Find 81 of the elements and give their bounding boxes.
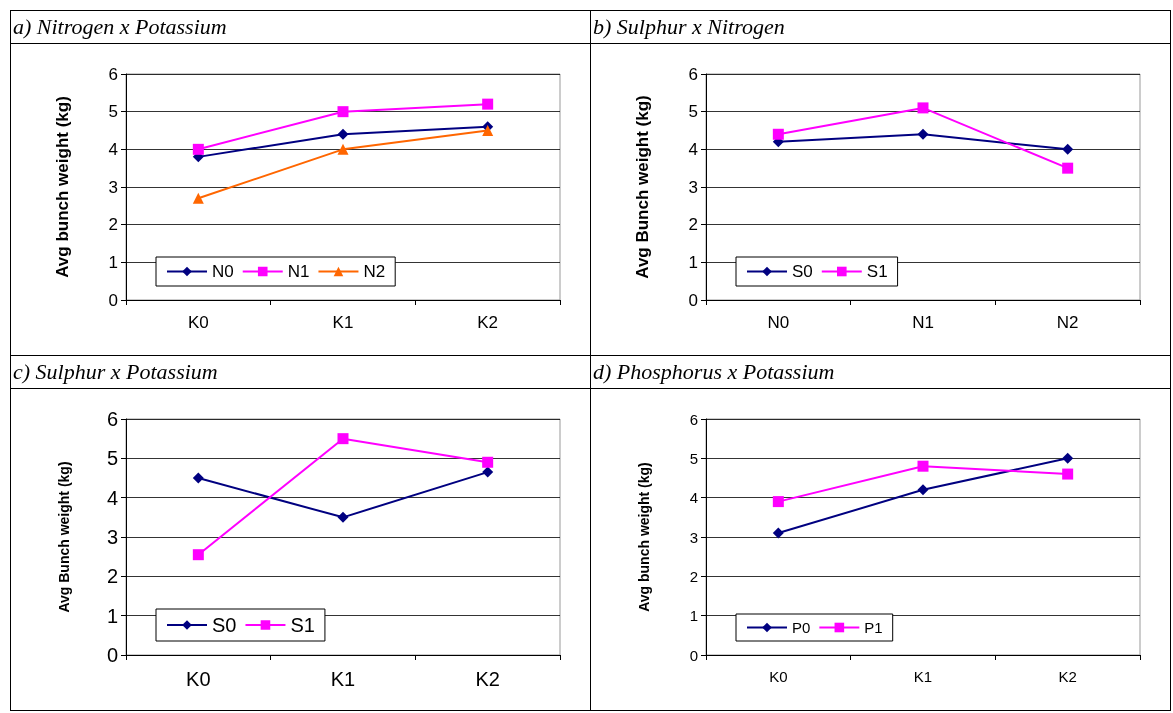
y-axis-title: Avg bunch weight (kg) xyxy=(636,462,652,612)
point xyxy=(337,106,349,118)
x-tick-label: K0 xyxy=(769,668,788,685)
x-tick-label: K0 xyxy=(186,668,211,690)
y-tick-label: 1 xyxy=(688,252,698,272)
x-tick-label: N1 xyxy=(912,313,934,332)
x-tick-label: N2 xyxy=(1056,313,1079,332)
y-tick-label: 1 xyxy=(689,607,698,625)
y-tick-label: 5 xyxy=(688,102,698,122)
y-tick-label: 1 xyxy=(106,604,118,627)
point xyxy=(1062,143,1074,155)
y-tick-label: 5 xyxy=(689,449,698,467)
legend-label: P1 xyxy=(864,619,883,636)
y-tick-label: 5 xyxy=(106,447,118,470)
legend-label: N0 xyxy=(212,262,234,281)
y-axis-title: Avg Bunch weight (kg) xyxy=(633,95,652,279)
x-tick-label: K2 xyxy=(475,668,500,690)
chart-title: a) Nitrogen x Potassium xyxy=(11,11,590,44)
point xyxy=(192,549,204,561)
legend-label: N1 xyxy=(287,262,310,281)
legend-label: S1 xyxy=(866,262,888,281)
y-tick-label: 0 xyxy=(108,290,118,310)
legend-label: S0 xyxy=(212,614,237,636)
y-tick-label: 0 xyxy=(106,644,118,666)
point xyxy=(192,192,204,204)
y-tick-label: 2 xyxy=(108,215,118,235)
chart-title: d) Phosphorus x Potassium xyxy=(591,356,1170,389)
point xyxy=(337,433,349,445)
point xyxy=(772,496,784,508)
y-tick-label: 4 xyxy=(108,139,118,159)
y-tick-label: 4 xyxy=(689,489,698,507)
x-tick-label: K1 xyxy=(330,668,356,690)
y-tick-label: 5 xyxy=(108,102,118,122)
point xyxy=(917,128,929,140)
point xyxy=(917,484,929,496)
y-tick-label: 6 xyxy=(689,410,698,428)
y-tick-label: 6 xyxy=(106,408,118,430)
x-tick-label: N0 xyxy=(767,313,790,332)
point xyxy=(337,128,349,140)
y-tick-label: 3 xyxy=(108,177,118,197)
point xyxy=(337,143,349,155)
point xyxy=(482,125,494,136)
point xyxy=(337,511,349,523)
point xyxy=(482,98,494,110)
y-tick-label: 3 xyxy=(688,177,698,197)
y-axis-title: Avg bunch weight (kg) xyxy=(53,96,72,278)
y-axis-title: Avg Bunch weight (kg) xyxy=(56,461,72,613)
chart-title: b) Sulphur x Nitrogen xyxy=(591,11,1170,44)
y-tick-label: 2 xyxy=(688,215,698,235)
y-tick-label: 0 xyxy=(688,290,698,310)
y-tick-label: 0 xyxy=(689,646,698,664)
point xyxy=(1062,452,1074,464)
x-tick-label: K1 xyxy=(332,313,354,332)
point xyxy=(772,527,784,539)
x-tick-label: K2 xyxy=(1058,668,1077,685)
y-tick-label: 3 xyxy=(106,526,118,548)
point xyxy=(1062,468,1074,480)
y-tick-label: 3 xyxy=(689,528,698,546)
y-tick-label: 2 xyxy=(106,565,118,588)
x-tick-label: K1 xyxy=(913,668,933,685)
point xyxy=(772,128,784,140)
point xyxy=(917,460,929,472)
y-tick-label: 2 xyxy=(689,567,698,585)
y-tick-label: 4 xyxy=(688,139,698,159)
legend-label: N2 xyxy=(363,262,386,281)
x-tick-label: K0 xyxy=(187,313,209,332)
point xyxy=(917,102,929,114)
y-tick-label: 6 xyxy=(108,64,118,84)
y-tick-label: 1 xyxy=(108,252,118,272)
point xyxy=(192,143,204,155)
legend-label: S0 xyxy=(792,262,813,281)
point xyxy=(482,466,494,478)
point xyxy=(192,472,204,484)
legend-label: P0 xyxy=(792,619,811,636)
x-tick-label: K2 xyxy=(477,313,499,332)
y-tick-label: 6 xyxy=(688,64,698,84)
point xyxy=(1062,162,1074,174)
legend-label: S1 xyxy=(290,614,315,636)
y-tick-label: 4 xyxy=(106,486,118,509)
point xyxy=(482,456,494,468)
chart-title: c) Sulphur x Potassium xyxy=(11,356,590,389)
